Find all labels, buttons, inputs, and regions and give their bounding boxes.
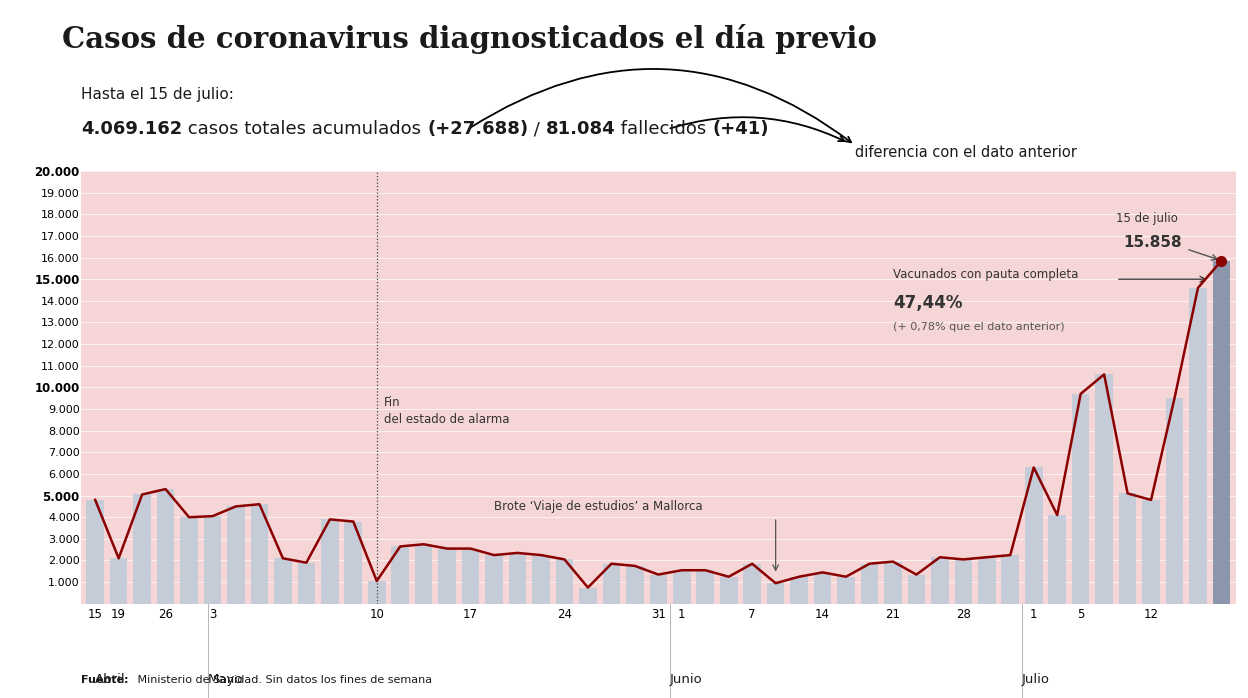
Text: Junio: Junio [670,673,703,686]
Bar [134,494,151,604]
Text: 4.069.162: 4.069.162 [81,120,182,138]
Bar [509,553,527,604]
Bar [227,507,245,604]
Text: 47,44%: 47,44% [894,294,962,312]
Text: Abril: Abril [95,673,126,686]
Bar [532,555,550,604]
Text: 81.084: 81.084 [545,120,615,138]
Bar [157,489,175,604]
Bar [1072,394,1090,604]
Bar [1189,288,1207,604]
Bar [1096,374,1113,604]
Bar [837,577,855,604]
Bar [297,563,316,604]
Bar [86,500,104,604]
Bar [931,557,948,604]
Bar [344,521,362,604]
Bar [438,549,456,604]
Bar [555,559,573,604]
Text: Fuente:: Fuente: [81,676,129,685]
Bar [368,581,386,604]
Bar [955,559,972,604]
Text: 15 de julio: 15 de julio [1116,212,1178,225]
Bar [462,549,479,604]
Bar [1166,398,1183,604]
Bar [907,574,925,604]
Bar [766,584,785,604]
Text: casos totales acumulados: casos totales acumulados [182,120,427,138]
Text: (+27.688): (+27.688) [427,120,528,138]
Bar [790,577,807,604]
Bar [603,564,620,604]
Bar [275,558,292,604]
Bar [414,544,433,604]
Bar [884,562,902,604]
Bar [251,504,268,604]
Bar [1142,500,1159,604]
Bar [626,566,644,604]
Bar [744,564,761,604]
Bar [978,557,996,604]
Bar [1001,555,1020,604]
Bar [673,570,690,604]
Bar [649,574,668,604]
Bar [1118,493,1137,604]
Text: /: / [528,120,545,138]
Bar [696,570,714,604]
Text: Fin
del estado de alarma: Fin del estado de alarma [384,396,509,426]
Text: Brote ‘Viaje de estudios’ a Mallorca: Brote ‘Viaje de estudios’ a Mallorca [494,500,703,513]
Bar [861,564,879,604]
Bar [720,577,738,604]
Bar [485,555,503,604]
Bar [110,558,127,604]
Bar [579,588,597,604]
Text: fallecidos: fallecidos [615,120,713,138]
Text: Ministerio de Sanidad. Sin datos los fines de semana: Ministerio de Sanidad. Sin datos los fin… [134,676,432,685]
Bar [321,519,338,604]
Text: (+ 0,78% que el dato anterior): (+ 0,78% que el dato anterior) [894,322,1065,332]
Text: Vacunados con pauta completa: Vacunados con pauta completa [894,268,1078,281]
Bar [1213,260,1231,604]
Text: Casos de coronavirus diagnosticados el día previo: Casos de coronavirus diagnosticados el d… [62,24,877,54]
Bar [392,547,409,604]
Text: (+41): (+41) [713,120,769,138]
Bar [814,572,831,604]
Text: Julio: Julio [1022,673,1050,686]
Text: Hasta el 15 de julio:: Hasta el 15 de julio: [81,87,233,102]
Bar [1048,515,1066,604]
Bar [203,516,221,604]
Text: diferencia con el dato anterior: diferencia con el dato anterior [855,145,1077,160]
Bar [180,517,198,604]
Bar [1025,468,1042,604]
Text: Mayo: Mayo [208,673,243,686]
Text: 15.858: 15.858 [1123,235,1182,250]
